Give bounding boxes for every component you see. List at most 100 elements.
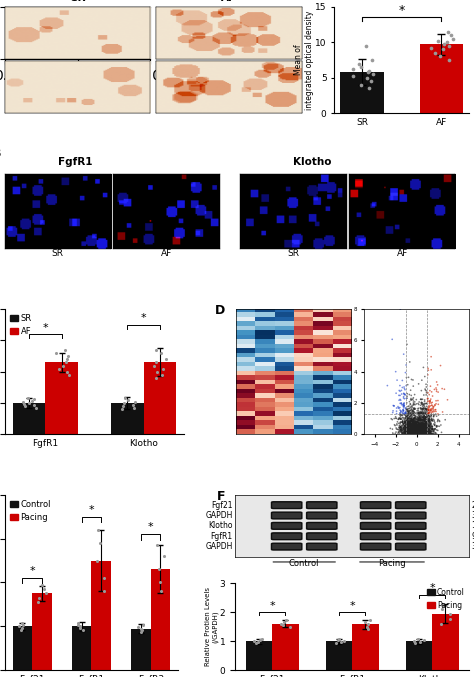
Point [403, 410, 410, 420]
Point [410, 418, 418, 429]
Point [422, 424, 429, 435]
Point [410, 429, 418, 440]
Point [413, 428, 421, 439]
Point [403, 422, 410, 433]
Point [423, 424, 431, 435]
Point [417, 422, 425, 433]
Point [429, 423, 437, 434]
Point [427, 380, 434, 391]
Point [418, 429, 426, 439]
Point [412, 429, 420, 439]
Point [425, 415, 433, 426]
Point [76, 621, 84, 632]
Point [417, 427, 424, 438]
Point [402, 425, 410, 436]
Point [418, 411, 425, 422]
Point [428, 429, 435, 439]
Point [418, 427, 426, 438]
Point [419, 416, 426, 427]
Point [370, 69, 377, 80]
Point [413, 418, 420, 429]
Point [419, 418, 426, 429]
Point [418, 427, 426, 437]
Point [406, 421, 413, 432]
Point [416, 424, 423, 435]
Point [413, 420, 421, 431]
Point [409, 418, 417, 429]
Point [407, 424, 414, 435]
Point [418, 429, 425, 439]
Point [416, 422, 423, 433]
Point [416, 416, 423, 427]
Point [402, 422, 410, 433]
Point [405, 416, 413, 427]
Point [412, 424, 420, 435]
Point [418, 423, 425, 434]
Point [412, 426, 419, 437]
Point [418, 427, 426, 437]
Point [415, 429, 422, 439]
Point [405, 418, 412, 429]
Point [418, 422, 426, 433]
Point [408, 429, 416, 439]
Point [420, 407, 428, 418]
Point [422, 427, 430, 437]
Point [408, 422, 416, 433]
Point [419, 408, 427, 418]
Point [397, 422, 404, 433]
Point [406, 424, 414, 435]
Point [429, 421, 437, 432]
Point [405, 427, 413, 437]
Point [411, 429, 419, 439]
Point [426, 426, 433, 437]
Point [407, 426, 415, 437]
Point [420, 428, 428, 439]
Point [409, 421, 416, 432]
Point [408, 424, 416, 435]
FancyBboxPatch shape [360, 543, 391, 550]
Point [417, 429, 425, 439]
Point [401, 427, 409, 437]
Point [408, 412, 416, 423]
Point [423, 422, 431, 433]
Bar [13, 626, 32, 670]
Point [408, 427, 416, 437]
Point [416, 427, 424, 438]
Point [415, 415, 422, 426]
Point [419, 401, 427, 412]
Point [412, 420, 420, 431]
Point [412, 427, 420, 438]
Point [55, 364, 63, 374]
Point [412, 429, 420, 439]
Point [407, 428, 415, 439]
Point [402, 418, 410, 429]
Point [418, 426, 425, 437]
Point [415, 428, 423, 439]
Point [411, 424, 419, 435]
Point [407, 415, 415, 426]
Point [400, 382, 408, 393]
Point [396, 424, 404, 435]
Point [406, 420, 414, 431]
Point [411, 408, 419, 419]
Point [414, 427, 422, 438]
Point [398, 427, 406, 437]
Point [418, 408, 425, 419]
Point [405, 409, 412, 420]
Point [411, 416, 419, 427]
Point [423, 414, 431, 424]
Point [286, 622, 293, 633]
Point [408, 419, 415, 430]
Point [416, 427, 424, 437]
Point [415, 415, 422, 426]
Point [410, 428, 418, 439]
Point [404, 427, 412, 437]
Point [403, 404, 410, 415]
Point [427, 418, 434, 429]
Point [427, 405, 435, 416]
Point [394, 427, 402, 437]
Point [414, 429, 422, 439]
Point [426, 428, 433, 439]
Point [413, 420, 421, 431]
Point [422, 429, 430, 439]
